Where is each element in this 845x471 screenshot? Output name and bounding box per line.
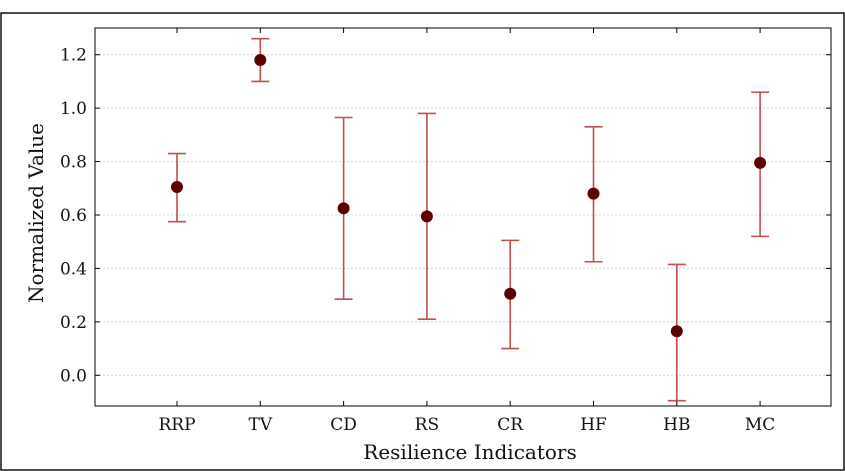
x-tick-label: TV (248, 415, 272, 435)
x-tick-label: HF (580, 415, 607, 435)
x-axis-title: Resilience Indicators (363, 440, 576, 464)
y-tick-label: 0.6 (60, 206, 87, 226)
data-point-rs (420, 210, 433, 223)
x-tick-label: HB (663, 415, 690, 435)
x-tick-label: RRP (158, 415, 195, 435)
x-tick-label: MC (745, 415, 775, 435)
y-axis-title: Normalized Value (24, 123, 48, 303)
x-tick-label: RS (415, 415, 439, 435)
data-point-mc (754, 156, 767, 169)
x-tick-label: CR (497, 415, 524, 435)
y-tick-label: 0.4 (60, 259, 87, 279)
grid-layer (95, 54, 831, 376)
y-tick-label: 0.2 (60, 313, 87, 333)
figure-border (0, 12, 845, 471)
data-point-cr (504, 287, 517, 300)
point-layer (171, 54, 767, 338)
y-axis-ticks: 0.0 0.2 0.4 0.6 0.8 1.0 1.2 (60, 46, 831, 386)
data-point-hf (587, 187, 600, 200)
y-tick-label: 0.0 (60, 366, 87, 386)
y-tick-label: 0.8 (60, 153, 87, 173)
data-point-hb (670, 325, 683, 338)
y-tick-label: 1.0 (60, 99, 87, 119)
y-tick-label: 1.2 (60, 46, 87, 66)
data-point-tv (254, 54, 267, 67)
data-point-cd (337, 202, 350, 215)
x-axis-ticks: RRP TV CD RS CR HF HB MC (158, 28, 775, 435)
x-tick-label: CD (330, 415, 357, 435)
data-point-rrp (171, 180, 183, 193)
plot-frame (94, 27, 832, 407)
